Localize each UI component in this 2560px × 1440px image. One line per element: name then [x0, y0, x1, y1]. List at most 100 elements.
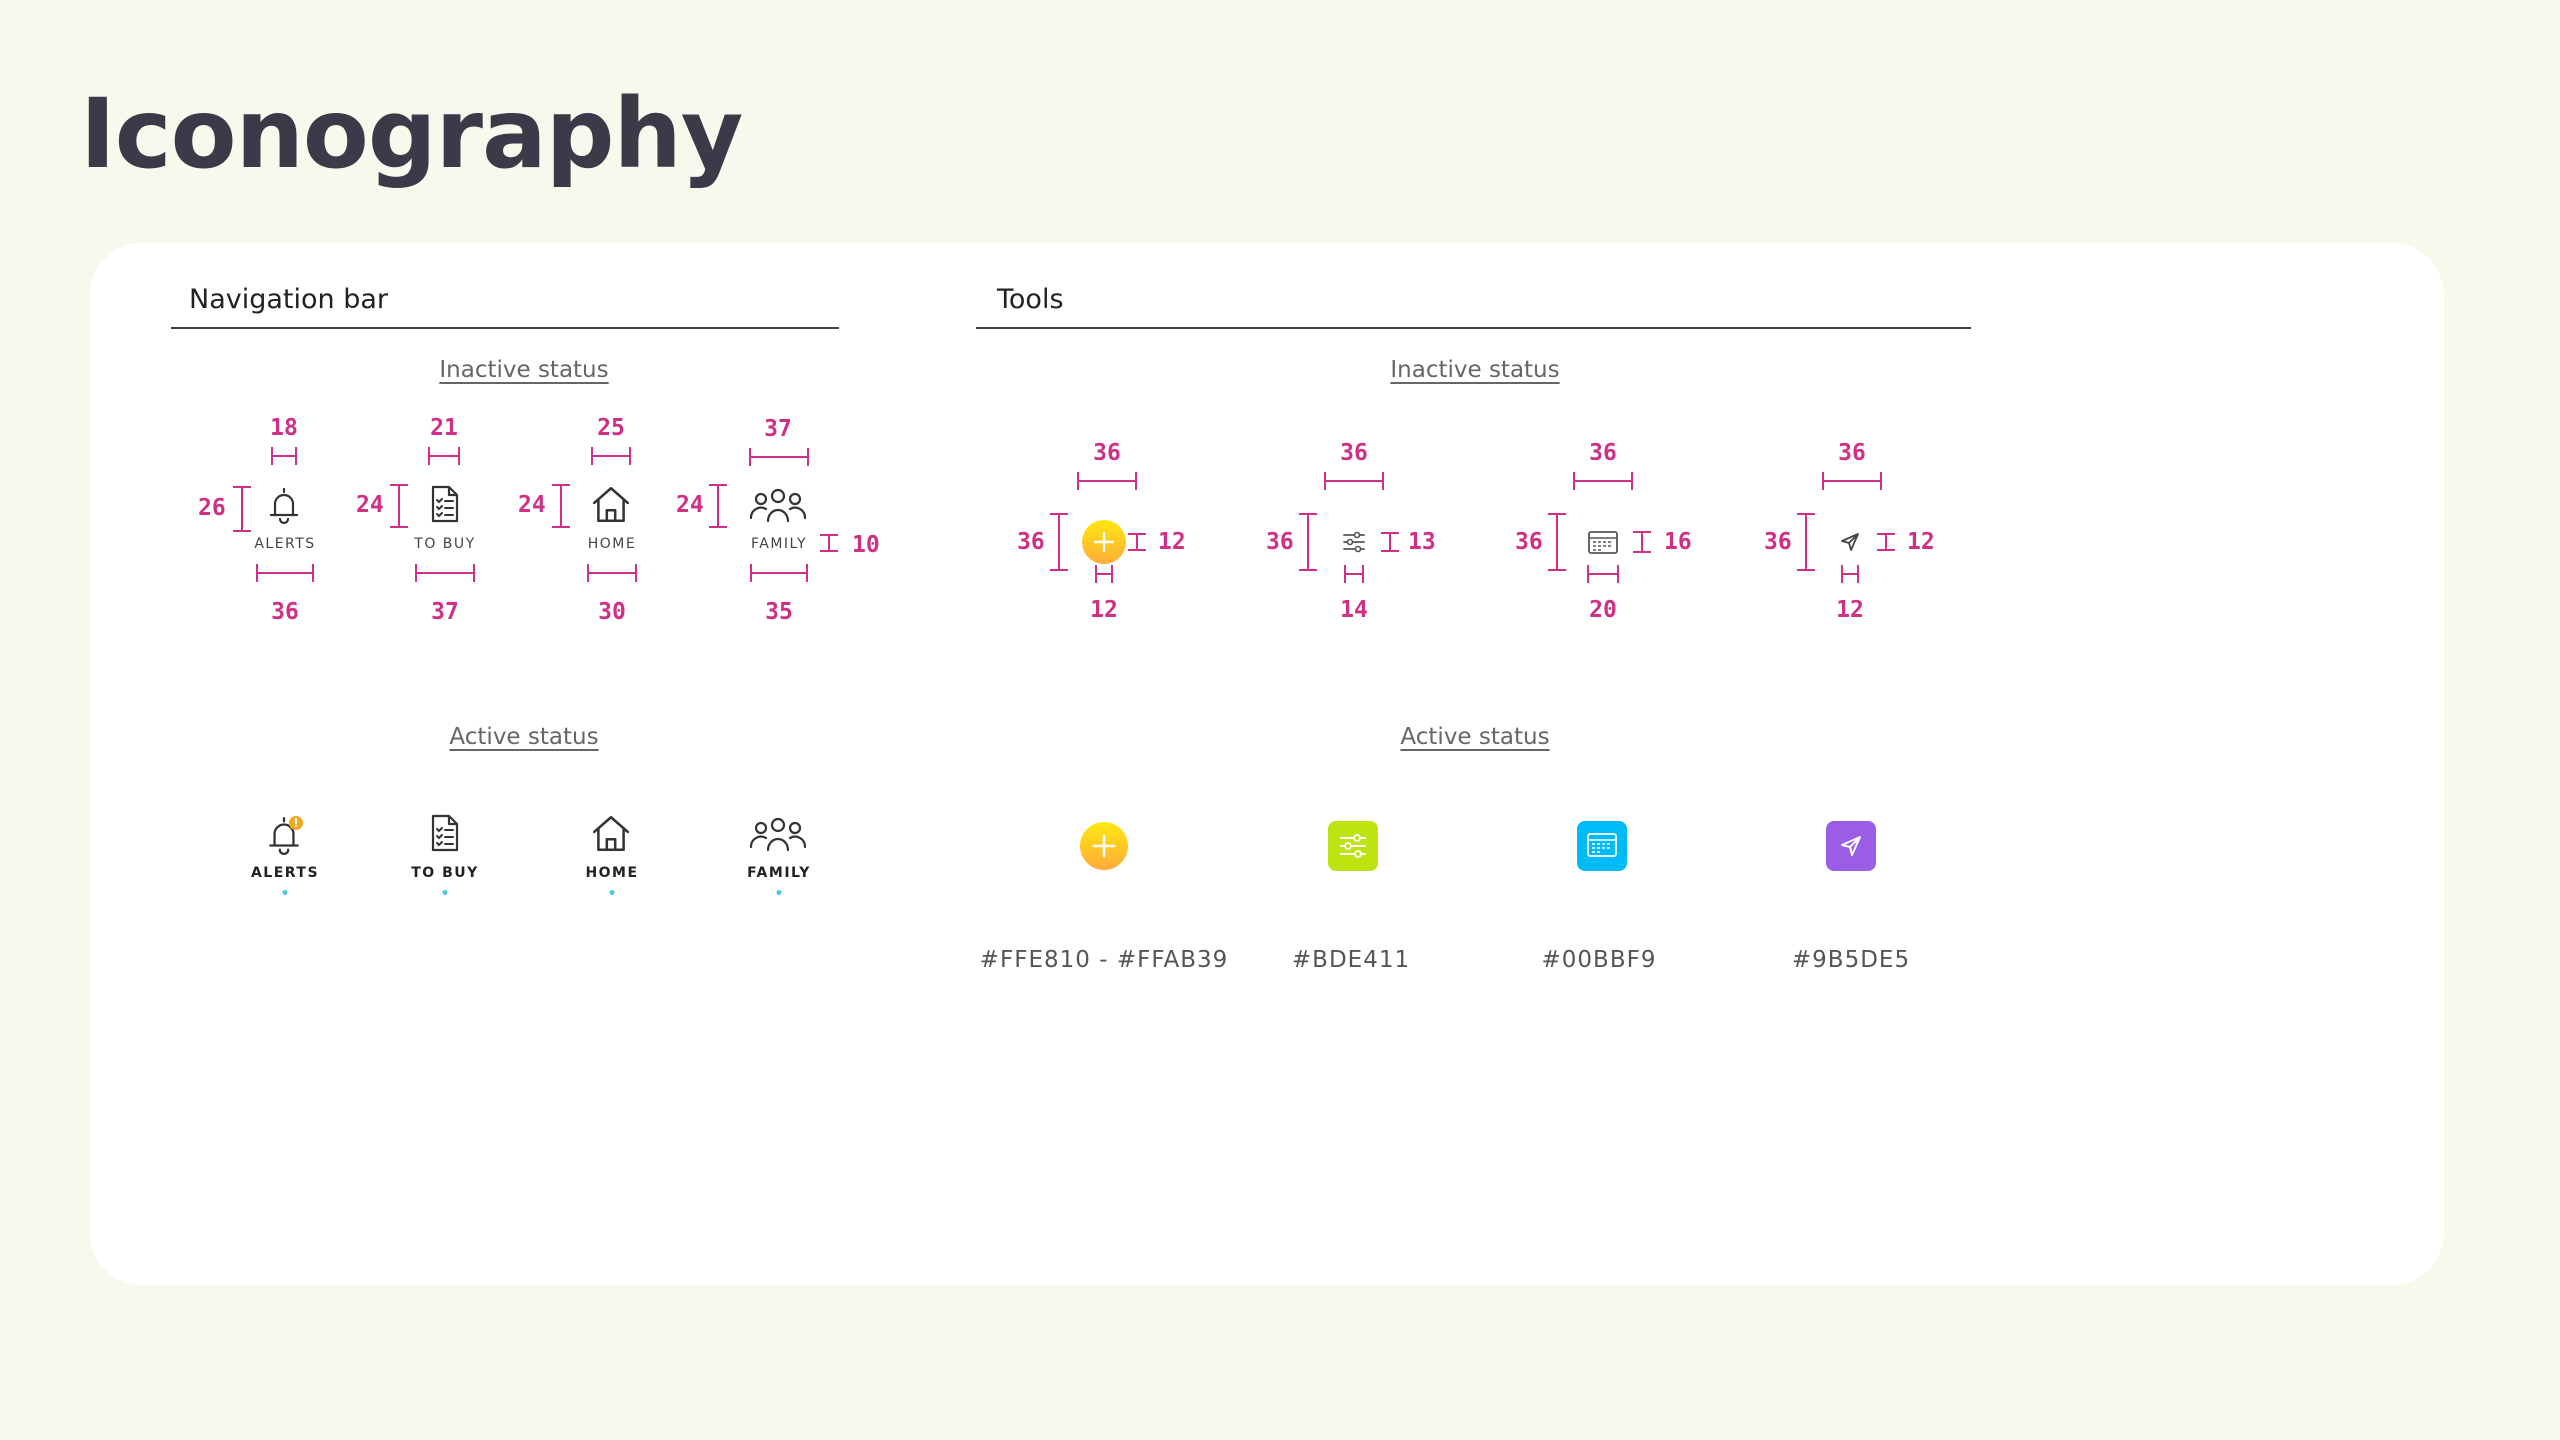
filters-width-bracket	[1324, 472, 1384, 490]
active-indicator-dot	[609, 890, 615, 895]
family-height-bracket	[709, 484, 727, 528]
navigation-bar-heading: Navigation bar	[189, 284, 388, 315]
alerts-width-measure: 18	[270, 415, 298, 441]
send-height-measure: 36	[1764, 529, 1792, 555]
family-icon	[747, 814, 809, 854]
to-buy-label-bracket	[415, 564, 475, 582]
home-width-bracket	[591, 447, 631, 465]
family-label: FAMILY	[747, 865, 811, 881]
send-width-measure: 36	[1838, 440, 1866, 466]
alerts-label: ALERTS	[254, 536, 316, 552]
bell-icon	[265, 816, 303, 856]
family-label-measure: 35	[765, 599, 793, 625]
alerts-label-measure: 36	[271, 599, 299, 625]
add-width-measure: 36	[1093, 440, 1121, 466]
active-indicator-dot	[282, 890, 288, 895]
family-label: FAMILY	[750, 536, 808, 552]
sliders-icon	[1343, 531, 1365, 553]
navigation-bar-divider	[171, 327, 839, 329]
alerts-height-bracket	[233, 486, 251, 532]
home-height-measure: 24	[518, 492, 546, 518]
calendar-height-measure: 36	[1515, 529, 1543, 555]
family-width-bracket	[749, 448, 809, 466]
add-tool-active[interactable]	[1079, 821, 1129, 871]
to-buy-label-measure: 37	[431, 599, 459, 625]
alerts-height-measure: 26	[198, 495, 226, 521]
add-icon-height-bracket	[1128, 533, 1146, 551]
to-buy-height-measure: 24	[356, 492, 384, 518]
plus-icon	[1082, 520, 1126, 564]
filters-height-bracket	[1299, 513, 1317, 571]
filters-icon-width-bracket	[1344, 565, 1364, 583]
active-indicator-dot	[442, 890, 448, 895]
to-buy-label: TO BUY	[411, 865, 479, 881]
filters-tool-active[interactable]	[1328, 821, 1378, 871]
add-height-measure: 36	[1017, 529, 1045, 555]
calendar-color-label: #00BBF9	[1541, 947, 1657, 973]
alerts-label-bracket	[256, 564, 314, 582]
plus-icon	[1080, 822, 1128, 870]
filters-height-measure: 36	[1266, 529, 1294, 555]
nav-inactive-heading: Inactive status	[439, 357, 609, 383]
send-color-label: #9B5DE5	[1791, 947, 1911, 973]
page-title: Iconography	[80, 78, 743, 190]
calendar-icon-width-bracket	[1587, 565, 1619, 583]
calendar-tool-active[interactable]	[1577, 821, 1627, 871]
family-icon	[747, 485, 809, 525]
send-icon-height-bracket	[1877, 533, 1895, 551]
nav-active-heading: Active status	[449, 724, 599, 750]
home-width-measure: 25	[597, 415, 625, 441]
send-icon	[1841, 533, 1859, 551]
tools-inactive-heading: Inactive status	[1390, 357, 1560, 383]
filters-tool-inactive	[1340, 528, 1368, 556]
send-tool-active[interactable]	[1826, 821, 1876, 871]
add-tool-inactive	[1081, 519, 1127, 565]
calendar-icon	[1577, 821, 1627, 871]
filters-color-label: #BDE411	[1291, 947, 1411, 973]
home-icon	[590, 483, 632, 525]
send-width-bracket	[1822, 472, 1882, 490]
home-label-measure: 30	[598, 599, 626, 625]
filters-icon-height-measure: 13	[1408, 529, 1436, 555]
add-icon-width-bracket	[1095, 565, 1113, 583]
calendar-width-measure: 36	[1589, 440, 1617, 466]
alerts-label: ALERTS	[250, 865, 320, 881]
home-height-bracket	[552, 484, 570, 528]
send-icon-height-measure: 12	[1907, 529, 1935, 555]
calendar-icon-width-measure: 20	[1589, 597, 1617, 623]
to-buy-width-bracket	[428, 447, 460, 465]
calendar-icon-height-measure: 16	[1664, 529, 1692, 555]
add-color-label: #FFE810 - #FFAB39	[979, 947, 1229, 973]
send-icon-width-measure: 12	[1836, 597, 1864, 623]
calendar-height-bracket	[1548, 513, 1566, 571]
filters-width-measure: 36	[1340, 440, 1368, 466]
to-buy-width-measure: 21	[430, 415, 458, 441]
calendar-icon	[1588, 531, 1618, 554]
tools-divider	[976, 327, 1971, 329]
family-height-measure: 24	[676, 492, 704, 518]
add-icon-width-measure: 12	[1090, 597, 1118, 623]
to-buy-label: TO BUY	[414, 536, 476, 552]
checklist-icon	[426, 483, 462, 525]
send-icon	[1826, 821, 1876, 871]
sliders-icon	[1328, 821, 1378, 871]
add-icon-height-measure: 12	[1158, 529, 1186, 555]
iconography-card: Navigation bar Inactive status Active st…	[90, 243, 2444, 1285]
send-tool-inactive	[1838, 530, 1862, 554]
family-label-height-bracket	[820, 534, 838, 552]
active-indicator-dot	[776, 890, 782, 895]
bell-icon	[266, 485, 302, 525]
alerts-width-bracket	[271, 447, 297, 465]
checklist-icon	[426, 812, 462, 854]
home-label-bracket	[587, 564, 637, 582]
filters-icon-height-bracket	[1381, 532, 1399, 552]
calendar-tool-inactive	[1586, 528, 1620, 556]
family-label-bracket	[750, 564, 808, 582]
send-height-bracket	[1797, 513, 1815, 571]
to-buy-height-bracket	[390, 484, 408, 528]
add-width-bracket	[1077, 472, 1137, 490]
tools-active-heading: Active status	[1400, 724, 1550, 750]
calendar-width-bracket	[1573, 472, 1633, 490]
calendar-icon-height-bracket	[1633, 531, 1651, 553]
home-icon	[590, 812, 632, 854]
